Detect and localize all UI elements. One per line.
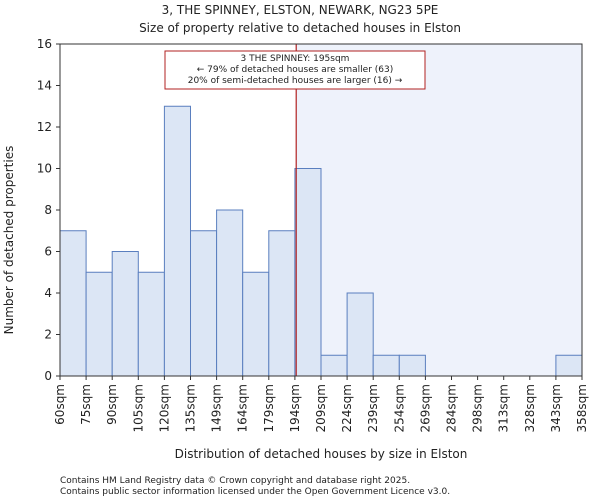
- x-tick-label-269sqm: 269sqm: [418, 384, 432, 432]
- x-tick-label-328sqm: 328sqm: [523, 384, 537, 432]
- x-tick-label-239sqm: 239sqm: [366, 384, 380, 432]
- bars-group: [59, 105, 583, 377]
- y-tick-label-10: 10: [37, 162, 52, 176]
- y-axis: 0 2 4 6 8 10 12 14 16: [37, 37, 60, 383]
- footer-line1: Contains HM Land Registry data © Crown c…: [60, 476, 410, 486]
- chart-title-line2: Size of property relative to detached ho…: [139, 21, 461, 35]
- y-tick-label-8: 8: [44, 203, 52, 217]
- bar-90sqm: [111, 251, 139, 377]
- bar-149sqm: [216, 209, 244, 377]
- x-tick-label-120sqm: 120sqm: [157, 384, 171, 432]
- bar-164sqm: [242, 271, 270, 377]
- x-tick-label-209sqm: 209sqm: [314, 384, 328, 432]
- y-tick-label-0: 0: [44, 369, 52, 383]
- bar-194sqm: [294, 168, 322, 377]
- x-tick-label-60sqm: 60sqm: [53, 384, 67, 425]
- y-tick-label-16: 16: [37, 37, 52, 51]
- bar-254sqm: [398, 354, 426, 377]
- y-tick-label-12: 12: [37, 120, 52, 134]
- annotation-box: 3 THE SPINNEY: 195sqm ← 79% of detached …: [164, 50, 426, 90]
- bar-209sqm: [320, 354, 348, 377]
- x-tick-label-254sqm: 254sqm: [392, 384, 406, 432]
- x-tick-label-284sqm: 284sqm: [445, 384, 459, 432]
- y-tick-label-6: 6: [44, 245, 52, 259]
- x-axis-label: Distribution of detached houses by size …: [175, 447, 468, 461]
- footer-line2: Contains public sector information licen…: [60, 487, 450, 497]
- y-tick-label-2: 2: [44, 328, 52, 342]
- plot-frame: [59, 43, 583, 377]
- x-tick-label-313sqm: 313sqm: [497, 384, 511, 432]
- annotation-line2: ← 79% of detached houses are smaller (63…: [197, 65, 394, 75]
- highlight-region: [296, 44, 582, 376]
- x-tick-label-105sqm: 105sqm: [131, 384, 145, 432]
- x-tick-label-75sqm: 75sqm: [79, 384, 93, 425]
- bar-135sqm: [190, 230, 218, 377]
- bar-120sqm: [163, 105, 191, 377]
- annotation-line3: 20% of semi-detached houses are larger (…: [188, 76, 403, 86]
- x-tick-label-149sqm: 149sqm: [210, 384, 224, 432]
- x-tick-label-298sqm: 298sqm: [471, 384, 485, 432]
- annotation-rect: [164, 50, 426, 90]
- x-tick-label-90sqm: 90sqm: [105, 384, 119, 425]
- x-tick-label-358sqm: 358sqm: [575, 384, 589, 432]
- bar-239sqm: [372, 354, 400, 377]
- annotation-line1: 3 THE SPINNEY: 195sqm: [241, 54, 350, 64]
- x-axis: 60sqm 75sqm 90sqm 105sqm 120sqm 135sqm 149sqm 1…: [53, 376, 589, 432]
- bar-343sqm: [555, 354, 583, 377]
- y-tick-label-14: 14: [37, 79, 52, 93]
- x-tick-label-224sqm: 224sqm: [340, 384, 354, 432]
- bar-75sqm: [85, 271, 113, 377]
- y-axis-label: Number of detached properties: [2, 146, 16, 335]
- bar-179sqm: [268, 230, 296, 377]
- x-tick-label-135sqm: 135sqm: [184, 384, 198, 432]
- y-tick-label-4: 4: [44, 286, 52, 300]
- chart-title-line1: 3, THE SPINNEY, ELSTON, NEWARK, NG23 5PE: [162, 3, 439, 17]
- x-tick-label-164sqm: 164sqm: [236, 384, 250, 432]
- x-tick-label-194sqm: 194sqm: [288, 384, 302, 432]
- bar-224sqm: [346, 292, 374, 377]
- x-tick-label-343sqm: 343sqm: [549, 384, 563, 432]
- bar-60sqm: [59, 230, 87, 377]
- bar-105sqm: [137, 271, 165, 377]
- x-tick-label-179sqm: 179sqm: [262, 384, 276, 432]
